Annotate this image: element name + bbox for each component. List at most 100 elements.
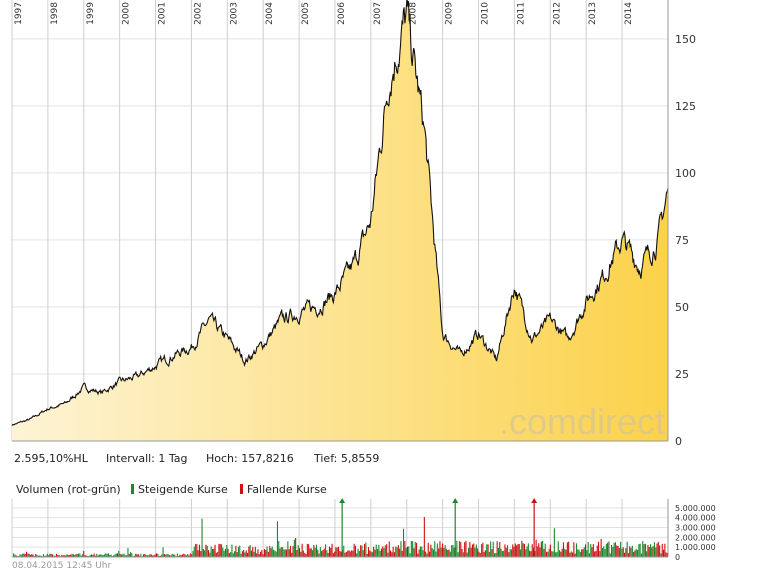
volume-bar <box>354 544 355 557</box>
volume-bar <box>199 545 200 557</box>
volume-bar <box>261 550 262 557</box>
volume-bar <box>507 545 508 557</box>
volume-bar <box>666 553 667 558</box>
volume-bar <box>200 551 201 557</box>
volume-bar <box>658 542 659 557</box>
volume-bar <box>350 551 351 557</box>
volume-bar <box>554 528 555 557</box>
volume-bar <box>387 553 388 557</box>
volume-bar <box>265 550 266 557</box>
volume-bar <box>250 545 251 557</box>
price-tick-label: 0 <box>675 435 682 448</box>
volume-bar <box>205 545 206 557</box>
volume-bar <box>655 548 656 558</box>
volume-bar <box>520 549 521 557</box>
volume-bar <box>460 542 461 557</box>
volume-bar <box>495 553 496 557</box>
volume-bar <box>421 547 422 557</box>
volume-bar <box>380 551 381 557</box>
volume-bar <box>490 541 491 557</box>
volume-bar <box>536 540 537 557</box>
volume-bar <box>203 549 204 557</box>
volume-bar <box>229 553 230 557</box>
volume-bar <box>194 547 195 557</box>
volume-bar <box>208 550 209 557</box>
volume-bar <box>389 541 390 557</box>
year-label: 1999 <box>86 2 96 25</box>
volume-bar <box>573 542 574 557</box>
volume-bar <box>335 547 336 557</box>
comdirect-watermark: .comdirect <box>499 401 665 442</box>
volume-bar <box>391 552 392 557</box>
volume-bar <box>309 548 310 557</box>
volume-bar <box>268 552 269 557</box>
volume-bar <box>371 551 372 557</box>
volume-bar <box>252 547 253 557</box>
high-stat: Hoch: 157,8216 <box>206 452 294 465</box>
volume-bar <box>304 553 305 557</box>
volume-bar <box>413 548 414 557</box>
volume-bar <box>514 547 515 557</box>
volume-bar <box>537 546 538 557</box>
volume-bar <box>215 545 216 557</box>
volume-bar <box>549 549 550 557</box>
volume-bar <box>320 547 321 557</box>
volume-bar <box>584 547 585 557</box>
volume-bar <box>498 548 499 557</box>
volume-bar <box>276 552 277 558</box>
volume-bar <box>493 542 494 557</box>
volume-bar <box>611 545 612 557</box>
volume-bar <box>291 553 292 557</box>
volume-bar <box>566 550 567 557</box>
volume-bar <box>628 553 629 557</box>
volume-bar <box>486 544 487 557</box>
volume-bar <box>511 549 512 557</box>
volume-bar <box>624 553 625 557</box>
volume-bar <box>645 544 646 557</box>
volume-bar <box>254 552 255 557</box>
volume-bar <box>542 541 543 557</box>
volume-bar <box>183 554 184 557</box>
volume-bar <box>163 547 164 557</box>
volume-bar <box>515 544 516 557</box>
volume-bar <box>332 544 333 557</box>
volume-bar <box>244 552 245 557</box>
volume-bar <box>408 546 409 557</box>
volume-bar <box>650 544 651 557</box>
volume-bar <box>612 547 613 557</box>
volume-bar <box>239 546 240 557</box>
volume-bar <box>156 553 157 557</box>
volume-bar <box>631 548 632 557</box>
volume-bar <box>26 552 27 557</box>
volume-bar <box>465 541 466 557</box>
volume-bar <box>363 550 364 557</box>
volume-bar <box>436 552 437 558</box>
volume-bar <box>558 541 559 557</box>
volume-bar <box>398 545 399 557</box>
volume-bar <box>582 549 583 557</box>
volume-bar <box>529 551 530 557</box>
volume-bar <box>660 553 661 557</box>
year-label: 2005 <box>301 2 311 25</box>
volume-bar <box>510 549 511 557</box>
volume-bar <box>546 552 547 557</box>
volume-bar <box>560 552 561 557</box>
volume-bar <box>368 547 369 557</box>
volume-bar <box>326 550 327 557</box>
legend-rising: Steigende Kurse <box>131 483 228 496</box>
price-tick-label: 100 <box>675 167 696 180</box>
volume-bar <box>449 550 450 558</box>
volume-bar <box>385 545 386 557</box>
volume-bar <box>283 550 284 558</box>
volume-bar <box>606 544 607 557</box>
price-tick-label: 150 <box>675 33 696 46</box>
volume-bar <box>177 554 178 558</box>
volume-bar <box>293 546 294 557</box>
volume-bar <box>577 549 578 557</box>
volume-bar <box>571 551 572 557</box>
volume-bar <box>525 549 526 557</box>
volume-bar <box>374 550 375 557</box>
volume-bar <box>506 548 507 557</box>
volume-bar <box>619 548 620 557</box>
volume-bar <box>419 549 420 557</box>
